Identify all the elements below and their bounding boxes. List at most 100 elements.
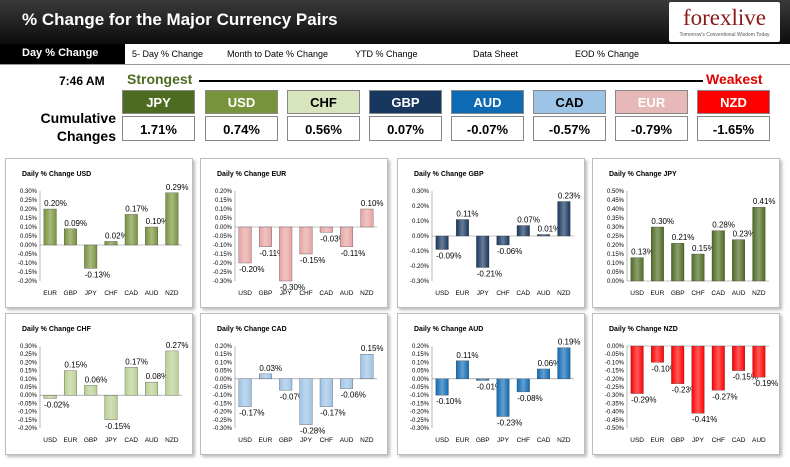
bar-aud (752, 345, 766, 378)
data-label: -0.30% (280, 283, 305, 292)
data-label: 0.02% (105, 231, 128, 240)
currency-box-jpy: JPY 1.71% (122, 90, 195, 141)
category-label: CAD (319, 290, 333, 297)
data-label: -0.15% (733, 373, 758, 382)
bar-eur (258, 373, 272, 379)
logo-tagline: Tomorrow's Conventional Wisdom Today (679, 32, 770, 38)
chart-panel-aud: Daily % Change AUD 0.20% 0.15% 0.10% 0.05% 0.… (397, 313, 585, 455)
category-label: CAD (124, 290, 138, 297)
category-label: CAD (732, 437, 746, 444)
category-label: AUD (732, 290, 746, 297)
bar-nzd (752, 207, 766, 282)
y-tick-label: -0.05% (410, 385, 430, 391)
bar-usd (43, 395, 57, 399)
tab-day-change[interactable]: Day % Change (22, 47, 99, 59)
bar-chart: 0.20% 0.15% 0.10% 0.05% 0.00% -0.05% -0.10% -0.… (213, 189, 384, 297)
data-label: -0.17% (320, 409, 345, 418)
currency-change-value: 1.71% (122, 116, 195, 141)
data-label: -0.28% (300, 427, 325, 436)
y-tick-label: 0.20% (215, 344, 233, 350)
category-label: GBP (671, 437, 685, 444)
category-label: AUD (340, 290, 354, 297)
y-tick-label: -0.10% (410, 249, 430, 255)
bar-chf (516, 378, 530, 393)
tab-month-to-date-change[interactable]: Month to Date % Change (227, 49, 329, 59)
category-label: GBP (671, 290, 685, 297)
y-tick-label: 0.35% (607, 216, 625, 222)
tab-data-sheet[interactable]: Data Sheet (473, 49, 519, 59)
category-label: USD (435, 290, 449, 297)
data-label: 0.11% (456, 210, 478, 219)
data-label: -0.23% (497, 419, 522, 428)
bar-chf (299, 226, 313, 255)
tab-eod-change[interactable]: EOD % Change (575, 49, 640, 59)
y-tick-label: 0.45% (607, 198, 625, 204)
y-tick-label: 0.00% (607, 279, 625, 285)
currency-name: EUR (615, 90, 688, 114)
y-tick-label: 0.10% (20, 225, 38, 231)
category-label: JPY (85, 290, 98, 297)
tab-bar: Day % Change 5- Day % Change Month to Da… (0, 44, 790, 65)
category-label: JPY (692, 437, 705, 444)
y-tick-label: 0.00% (215, 225, 233, 231)
category-label: NZD (557, 437, 571, 444)
chart-panel-gbp: Daily % Change GBP 0.30% 0.20% 0.10% 0.00% -0… (397, 158, 585, 308)
data-label: -0.01% (477, 382, 502, 391)
data-label: -0.06% (497, 247, 522, 256)
category-label: CHF (104, 290, 117, 297)
currency-change-value: 0.56% (287, 116, 360, 141)
data-label: 0.29% (166, 183, 189, 192)
bar-chart: 0.20% 0.15% 0.10% 0.05% 0.00% -0.05% -0.10% -0.… (410, 338, 581, 444)
category-label: GBP (476, 437, 490, 444)
bar-gbp (671, 243, 685, 282)
y-tick-label: -0.10% (18, 410, 38, 416)
bar-aud (340, 378, 354, 389)
bar-chart: 0.30% 0.20% 0.10% 0.00% -0.10% -0.20% -0.30% -0… (410, 189, 581, 297)
data-label: 0.30% (651, 217, 674, 226)
bar-jpy (496, 378, 510, 417)
y-tick-label: 0.00% (20, 393, 38, 399)
y-tick-label: 0.10% (20, 377, 38, 383)
bar-nzd (165, 192, 179, 246)
data-label: 0.13% (631, 248, 654, 257)
category-label: CAD (711, 290, 725, 297)
category-label: EUR (64, 437, 78, 444)
bar-chf (104, 241, 118, 246)
category-label: AUD (752, 437, 766, 444)
category-label: JPY (300, 437, 313, 444)
bar-aud (145, 381, 159, 396)
logo-text: forexlive (682, 5, 766, 30)
data-label: 0.10% (361, 199, 384, 208)
data-label: -0.19% (753, 379, 778, 388)
category-label: NZD (557, 290, 571, 297)
data-label: 0.41% (753, 197, 776, 206)
category-label: USD (43, 437, 57, 444)
bar-chart: 0.30% 0.25% 0.20% 0.15% 0.10% 0.05% 0.00% -0.05… (18, 183, 189, 297)
y-tick-label: 0.10% (412, 360, 430, 366)
y-tick-label: -0.05% (18, 252, 38, 258)
chart-title: Daily % Change USD (22, 171, 92, 178)
data-label: 0.17% (125, 357, 148, 366)
active-tab-background (0, 44, 125, 64)
header-bar: % Change for the Major Currency Pairs fo… (0, 0, 790, 44)
category-label: CHF (712, 437, 725, 444)
tab-ytd-change[interactable]: YTD % Change (355, 49, 418, 59)
bar-nzd (165, 350, 179, 396)
y-tick-label: -0.10% (18, 261, 38, 267)
y-tick-label: 0.10% (607, 261, 625, 267)
y-tick-label: 0.15% (215, 352, 233, 358)
data-label: 0.06% (85, 375, 108, 384)
data-label: -0.13% (85, 270, 110, 279)
bar-usd (435, 378, 449, 396)
y-tick-label: 0.30% (412, 189, 430, 195)
chart-title: Daily % Change CHF (22, 326, 91, 333)
y-tick-label: 0.30% (20, 344, 38, 350)
y-tick-label: 0.25% (20, 352, 38, 358)
y-tick-label: 0.10% (412, 219, 430, 225)
chart-panel-jpy: Daily % Change JPY 0.50% 0.45% 0.40% 0.35% 0.… (592, 158, 780, 308)
category-label: CHF (691, 290, 704, 297)
currency-box-usd: USD 0.74% (205, 90, 278, 141)
currency-change-value: -0.79% (615, 116, 688, 141)
tab-5-day-change[interactable]: 5- Day % Change (132, 49, 204, 59)
forexlive-logo[interactable]: forexlive Tomorrow's Conventional Wisdom… (669, 2, 780, 42)
